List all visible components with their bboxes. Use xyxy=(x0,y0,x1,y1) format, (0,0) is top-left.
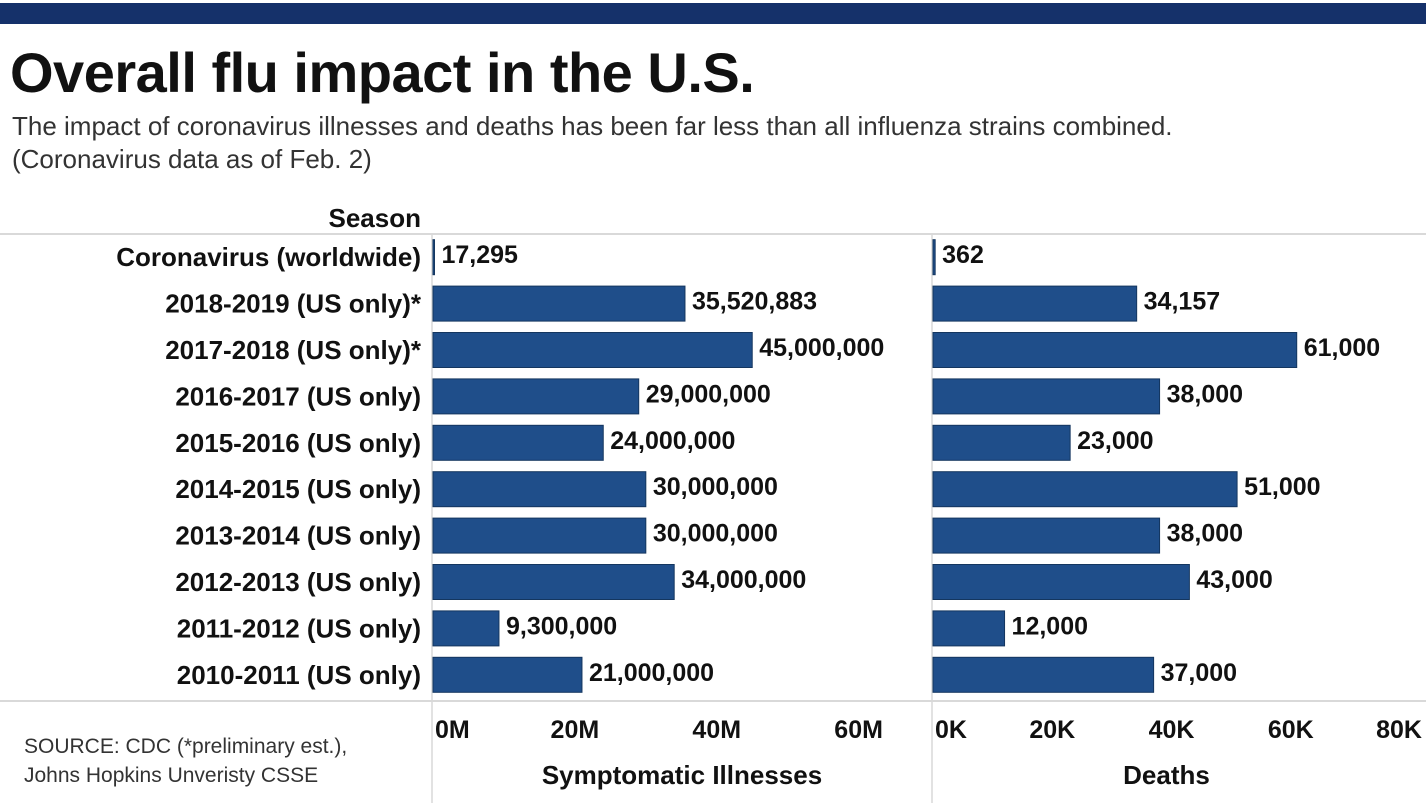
x-tick-label: 40M xyxy=(692,716,741,744)
bar-panel-1 xyxy=(432,378,640,415)
x-axis-title: Deaths xyxy=(1123,760,1210,790)
value-label: 34,000,000 xyxy=(681,566,806,594)
x-tick-label: 60M xyxy=(834,716,883,744)
bar-panel-2 xyxy=(932,656,1155,693)
x-axis-title: Symptomatic Illnesses xyxy=(542,760,822,790)
top-banner xyxy=(0,3,1426,24)
bar-panel-2 xyxy=(932,332,1298,368)
bar-panel-2 xyxy=(932,378,1161,415)
bar-panel-1 xyxy=(432,610,500,647)
category-label: 2016-2017 (US only) xyxy=(175,381,421,411)
x-tick-label: 0K xyxy=(935,716,967,744)
bar-panel-2 xyxy=(932,285,1138,322)
source-line-2: Johns Hopkins Unveristy CSSE xyxy=(24,764,319,787)
value-label: 9,300,000 xyxy=(506,612,617,640)
source-line-1: SOURCE: CDC (*preliminary est.), xyxy=(24,735,348,758)
bar-panel-2 xyxy=(932,471,1238,508)
x-tick-label: 40K xyxy=(1149,716,1195,744)
x-tick-label: 20K xyxy=(1029,716,1075,744)
value-label: 38,000 xyxy=(1167,520,1243,548)
value-label: 30,000,000 xyxy=(653,520,778,548)
bar-panel-1 xyxy=(432,471,647,508)
bar-panel-2 xyxy=(932,424,1071,461)
category-label: 2017-2018 (US only)* xyxy=(165,335,422,365)
value-label: 21,000,000 xyxy=(589,659,714,687)
bar-panel-1 xyxy=(432,424,604,461)
value-label: 24,000,000 xyxy=(610,427,735,455)
value-label: 61,000 xyxy=(1304,334,1380,362)
value-label: 23,000 xyxy=(1077,427,1153,455)
category-label: 2010-2011 (US only) xyxy=(177,660,421,690)
category-label: 2018-2019 (US only)* xyxy=(165,289,422,319)
value-label: 34,157 xyxy=(1144,288,1220,316)
value-label: 29,000,000 xyxy=(646,380,771,408)
x-tick-label: 80K xyxy=(1376,716,1422,744)
value-label: 35,520,883 xyxy=(692,288,817,316)
value-label: 38,000 xyxy=(1167,380,1243,408)
value-label: 37,000 xyxy=(1161,659,1237,687)
bar-panel-1 xyxy=(432,517,647,554)
bar-panel-1 xyxy=(432,239,435,276)
chart-subtitle: The impact of coronavirus illnesses and … xyxy=(12,110,1412,176)
value-label: 17,295 xyxy=(442,241,519,269)
value-label: 51,000 xyxy=(1244,473,1320,501)
bar-panel-2 xyxy=(932,239,936,276)
value-label: 43,000 xyxy=(1196,566,1272,594)
x-tick-label: 20M xyxy=(551,716,600,744)
category-label: Coronavirus (worldwide) xyxy=(116,242,421,272)
category-label: 2014-2015 (US only) xyxy=(175,474,421,504)
subtitle-line-2: (Coronavirus data as of Feb. 2) xyxy=(12,144,372,174)
category-label: 2011-2012 (US only) xyxy=(177,613,421,643)
category-label: 2012-2013 (US only) xyxy=(175,567,421,597)
category-label: 2015-2016 (US only) xyxy=(175,428,421,458)
bar-panel-2 xyxy=(932,517,1161,554)
x-tick-label: 0M xyxy=(435,716,470,744)
bar-panel-1 xyxy=(432,656,583,693)
chart-title: Overall flu impact in the U.S. xyxy=(10,41,755,104)
bar-panel-2 xyxy=(932,564,1190,600)
category-label: 2013-2014 (US only) xyxy=(175,521,421,551)
bar-panel-1 xyxy=(432,285,686,322)
value-label: 30,000,000 xyxy=(653,473,778,501)
value-label: 12,000 xyxy=(1012,612,1088,640)
x-tick-label: 60K xyxy=(1268,716,1314,744)
subtitle-line-1: The impact of coronavirus illnesses and … xyxy=(12,111,1173,141)
bar-panel-2 xyxy=(932,610,1006,647)
row-header-label: Season xyxy=(329,203,422,233)
value-label: 45,000,000 xyxy=(759,334,884,362)
source-note: SOURCE: CDC (*preliminary est.), Johns H… xyxy=(24,732,347,790)
bar-panel-1 xyxy=(432,332,753,368)
value-label: 362 xyxy=(942,241,984,269)
bar-panel-1 xyxy=(432,564,675,600)
